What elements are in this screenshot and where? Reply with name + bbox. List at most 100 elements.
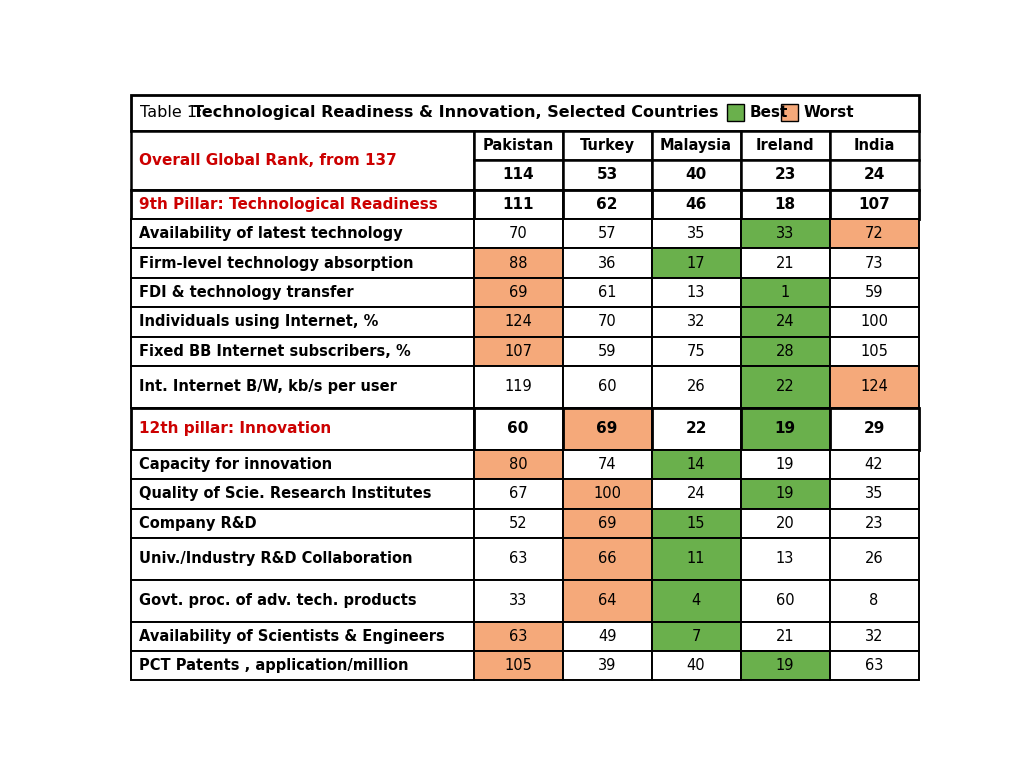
Text: Govt. proc. of adv. tech. products: Govt. proc. of adv. tech. products <box>139 593 417 608</box>
Text: Firm-level technology absorption: Firm-level technology absorption <box>139 256 414 270</box>
Text: 69: 69 <box>509 285 527 300</box>
Bar <box>651 538 740 580</box>
Bar <box>562 366 651 408</box>
Bar <box>474 508 562 538</box>
Text: 59: 59 <box>864 285 884 300</box>
Text: India: India <box>853 138 895 153</box>
Text: 19: 19 <box>776 486 795 502</box>
Bar <box>562 408 651 450</box>
Text: 24: 24 <box>687 486 706 502</box>
Text: 57: 57 <box>598 226 616 241</box>
Bar <box>131 248 474 278</box>
Text: 52: 52 <box>509 516 527 531</box>
Bar <box>740 160 829 190</box>
Text: 49: 49 <box>598 629 616 644</box>
Text: 36: 36 <box>598 256 616 270</box>
Bar <box>651 450 740 479</box>
Bar <box>740 651 829 680</box>
Bar <box>740 366 829 408</box>
Bar <box>651 336 740 366</box>
Text: 28: 28 <box>776 344 795 359</box>
Text: Capacity for innovation: Capacity for innovation <box>139 457 332 472</box>
Text: 40: 40 <box>687 658 706 674</box>
Text: Turkey: Turkey <box>580 138 635 153</box>
Bar <box>474 248 562 278</box>
Bar <box>740 538 829 580</box>
Bar <box>651 408 740 450</box>
Bar <box>740 580 829 621</box>
Text: Int. Internet B/W, kb/s per user: Int. Internet B/W, kb/s per user <box>139 379 396 395</box>
Text: Availability of latest technology: Availability of latest technology <box>139 226 402 241</box>
Bar <box>562 278 651 307</box>
Bar <box>562 307 651 336</box>
Bar <box>829 508 919 538</box>
Text: Individuals using Internet, %: Individuals using Internet, % <box>139 314 378 329</box>
Text: 63: 63 <box>509 629 527 644</box>
Bar <box>131 621 474 651</box>
Text: 22: 22 <box>685 422 707 436</box>
Text: 60: 60 <box>776 593 795 608</box>
Bar <box>740 307 829 336</box>
Text: 26: 26 <box>687 379 706 395</box>
Bar <box>474 307 562 336</box>
Bar <box>131 580 474 621</box>
Bar <box>651 160 740 190</box>
Bar <box>740 621 829 651</box>
Text: 33: 33 <box>776 226 795 241</box>
Text: 32: 32 <box>864 629 884 644</box>
Bar <box>740 450 829 479</box>
Text: 72: 72 <box>864 226 884 241</box>
Text: 7: 7 <box>691 629 700 644</box>
Bar <box>131 450 474 479</box>
Text: 19: 19 <box>776 457 795 472</box>
Text: 107: 107 <box>858 197 890 212</box>
Text: Worst: Worst <box>803 105 854 121</box>
Bar <box>829 408 919 450</box>
Text: 4: 4 <box>691 593 700 608</box>
Bar <box>474 580 562 621</box>
Bar <box>829 278 919 307</box>
Text: Malaysia: Malaysia <box>660 138 732 153</box>
Bar <box>651 131 740 160</box>
Bar <box>474 538 562 580</box>
Bar <box>131 366 474 408</box>
Text: 19: 19 <box>774 422 796 436</box>
Text: 14: 14 <box>687 457 706 472</box>
Bar <box>829 131 919 160</box>
Text: 124: 124 <box>504 314 532 329</box>
Bar <box>829 580 919 621</box>
Text: PCT Patents , application/million: PCT Patents , application/million <box>139 658 409 674</box>
Text: 107: 107 <box>504 344 532 359</box>
Text: 17: 17 <box>687 256 706 270</box>
Bar <box>829 160 919 190</box>
Bar <box>562 450 651 479</box>
Bar <box>474 131 562 160</box>
Bar <box>740 479 829 508</box>
Bar <box>131 479 474 508</box>
Bar <box>740 408 829 450</box>
Bar <box>474 408 562 450</box>
Text: 100: 100 <box>860 314 888 329</box>
Text: 22: 22 <box>775 379 795 395</box>
Bar <box>740 219 829 248</box>
Bar <box>829 190 919 219</box>
Text: 9th Pillar: Technological Readiness: 9th Pillar: Technological Readiness <box>139 197 437 212</box>
Bar <box>131 131 474 190</box>
Bar <box>651 479 740 508</box>
Bar <box>474 366 562 408</box>
Text: FDI & technology transfer: FDI & technology transfer <box>139 285 353 300</box>
Text: 63: 63 <box>865 658 883 674</box>
Text: 73: 73 <box>864 256 884 270</box>
Text: 124: 124 <box>860 379 888 395</box>
Text: 13: 13 <box>687 285 706 300</box>
Bar <box>829 479 919 508</box>
Text: 67: 67 <box>509 486 527 502</box>
Text: 20: 20 <box>775 516 795 531</box>
Bar <box>474 190 562 219</box>
Bar <box>727 104 744 121</box>
Text: 35: 35 <box>865 486 883 502</box>
Text: 15: 15 <box>687 516 706 531</box>
Bar <box>131 219 474 248</box>
Bar <box>562 336 651 366</box>
Bar <box>474 450 562 479</box>
